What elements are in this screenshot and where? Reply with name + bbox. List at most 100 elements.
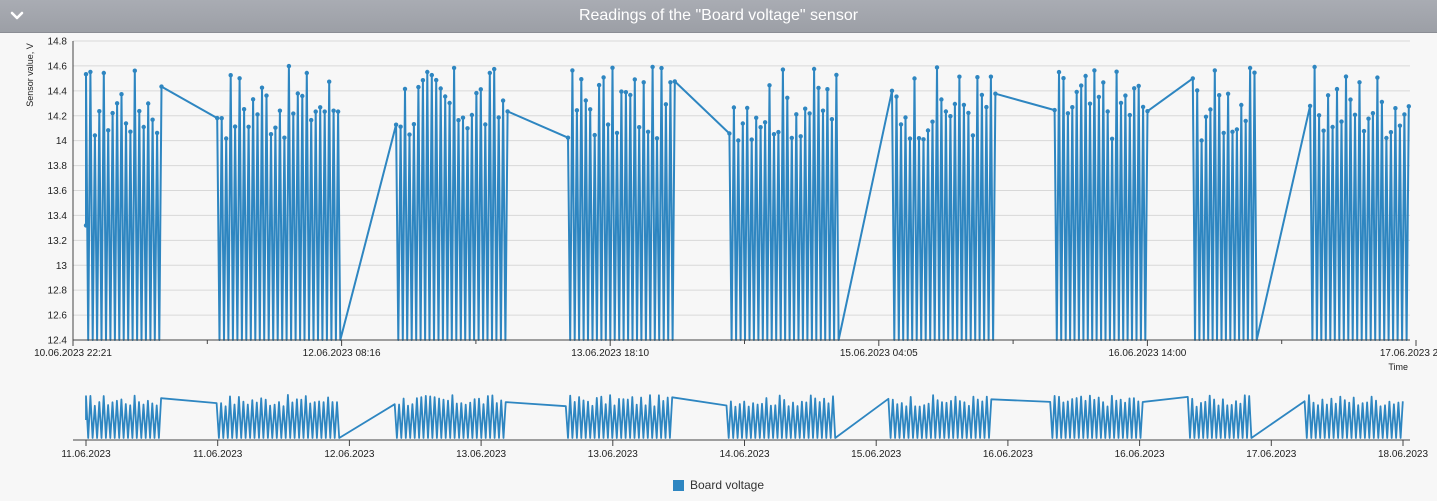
data-point — [1252, 70, 1257, 75]
data-point — [1199, 138, 1204, 143]
data-point — [1370, 111, 1376, 116]
data-point — [335, 109, 341, 114]
data-point — [1079, 83, 1084, 88]
chart-legend[interactable]: Board voltage — [0, 477, 1437, 493]
data-point — [834, 72, 839, 78]
x-tick-label: 10.06.2023 22:21 — [34, 348, 112, 359]
data-point — [268, 132, 274, 137]
data-point — [1061, 76, 1066, 81]
y-tick-label: 14.6 — [48, 61, 68, 72]
data-point — [903, 115, 908, 120]
data-point — [393, 122, 399, 127]
data-point — [785, 95, 790, 100]
navigator-tick-label: 12.06.2023 — [324, 449, 374, 460]
data-point — [970, 133, 976, 138]
data-point — [1140, 104, 1146, 110]
legend-label: Board voltage — [689, 478, 765, 492]
data-point — [304, 70, 309, 76]
data-point — [1239, 102, 1244, 108]
data-point — [327, 79, 332, 84]
data-point — [123, 121, 129, 126]
data-point — [912, 76, 917, 81]
data-point — [605, 122, 611, 127]
data-point — [425, 69, 430, 75]
data-point — [443, 94, 448, 99]
data-point — [1190, 76, 1196, 81]
data-point — [1136, 83, 1141, 89]
data-point — [776, 129, 781, 135]
navigator-tick-label: 11.06.2023 — [61, 449, 111, 460]
data-point — [807, 111, 812, 116]
navigator-tick-label: 11.06.2023 — [193, 449, 243, 460]
data-point — [132, 68, 137, 73]
data-point — [1087, 101, 1093, 106]
navigator-tick-label: 13.06.2023 — [588, 449, 638, 460]
y-tick-label: 13.8 — [48, 161, 68, 172]
data-point — [154, 130, 160, 136]
data-point — [101, 70, 107, 76]
data-point — [277, 108, 283, 113]
navigator-tick-label: 13.06.2023 — [456, 449, 506, 460]
data-point — [1056, 69, 1062, 75]
data-point — [492, 66, 497, 72]
navigator-series-line — [85, 394, 1404, 439]
collapse-button[interactable] — [4, 3, 30, 29]
data-point — [1330, 124, 1335, 130]
data-point — [628, 92, 633, 98]
data-point — [596, 82, 602, 88]
data-point — [150, 117, 155, 122]
data-point — [979, 92, 985, 98]
data-point — [771, 132, 777, 137]
y-tick-label: 13.4 — [48, 211, 68, 222]
navigator-tick-label: 16.06.2023 — [1115, 449, 1165, 460]
x-tick-label: 16.06.2023 14:00 — [1108, 348, 1186, 359]
y-tick-label: 14.4 — [48, 86, 68, 97]
data-point — [740, 121, 745, 126]
data-point — [474, 90, 479, 96]
data-point — [110, 110, 115, 116]
data-point — [1203, 114, 1209, 120]
x-tick-label: 15.06.2023 04:05 — [840, 348, 918, 359]
data-point — [273, 125, 278, 130]
data-point — [789, 135, 794, 141]
data-point — [780, 67, 786, 72]
data-point — [659, 65, 664, 71]
data-point — [820, 108, 826, 113]
data-point — [1132, 86, 1137, 91]
data-point — [939, 97, 944, 102]
data-point — [1361, 128, 1367, 134]
data-point — [1083, 73, 1088, 79]
data-point — [1230, 129, 1235, 134]
data-point — [975, 75, 980, 80]
data-point — [451, 65, 457, 71]
sensor-chart[interactable]: 14.8 14.6 14.4 14.2 14 13.8 13.6 13.4 13.2 13 12.8… — [0, 33, 1437, 473]
data-point — [159, 84, 164, 89]
data-point — [663, 102, 669, 107]
data-point — [1114, 69, 1119, 74]
data-point — [898, 122, 904, 127]
data-point — [1101, 80, 1106, 85]
data-point — [762, 120, 768, 125]
data-point — [106, 128, 111, 133]
data-point — [1105, 109, 1110, 114]
y-tick-label: 13.2 — [48, 236, 68, 247]
data-point — [1092, 68, 1097, 73]
data-point — [318, 105, 323, 110]
data-point — [291, 111, 296, 116]
data-point — [619, 89, 624, 94]
data-point — [637, 125, 642, 130]
x-tick-label: 17.06.2023 23:5 — [1380, 348, 1437, 359]
data-point — [1221, 130, 1226, 136]
data-point — [1243, 118, 1248, 124]
navigator-tick-label: 14.06.2023 — [719, 449, 769, 460]
data-point — [1312, 64, 1317, 70]
data-point — [331, 108, 336, 113]
data-point — [583, 98, 588, 103]
data-point — [500, 98, 506, 103]
data-point — [825, 87, 830, 92]
data-point — [579, 77, 584, 82]
data-point — [623, 90, 629, 95]
data-point — [1384, 135, 1389, 141]
data-point — [925, 128, 931, 133]
data-point — [309, 117, 314, 123]
